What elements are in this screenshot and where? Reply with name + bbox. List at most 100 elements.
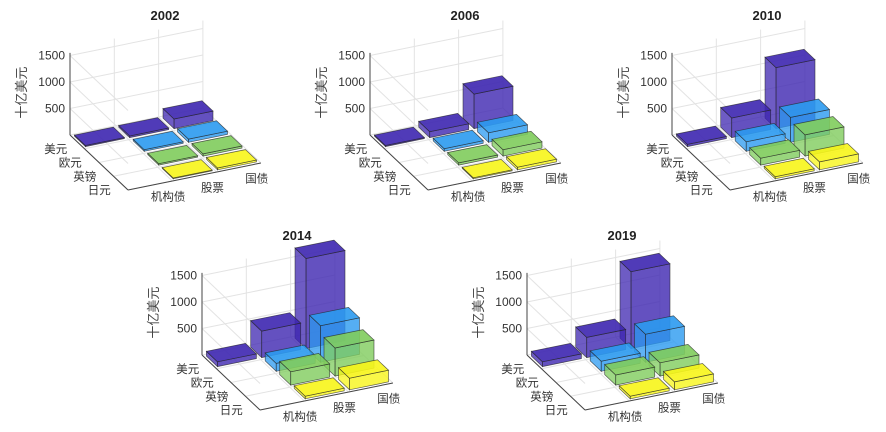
bar-美元-国债: [162, 100, 214, 130]
bar-top-face: [293, 377, 345, 397]
column-axis: [729, 162, 863, 191]
bar-日元-股票: [763, 157, 815, 180]
row-label: 欧元: [59, 156, 82, 170]
bar-top-face: [191, 135, 243, 155]
gridline: [671, 55, 731, 111]
gridline: [369, 55, 429, 111]
bar-top-face: [763, 157, 815, 178]
column-label: 机构债: [608, 410, 643, 424]
z-tick-label: 1000: [170, 295, 197, 309]
gridline: [69, 28, 203, 56]
bar-英镑-股票: [146, 145, 199, 166]
bar-top-face: [505, 148, 558, 168]
gridline: [201, 275, 261, 331]
bar-top-face: [161, 159, 213, 179]
bar-top-face: [278, 353, 331, 373]
bar-top-face: [117, 117, 170, 137]
bar-top-face: [618, 377, 670, 397]
bar-美元-机构债: [675, 125, 728, 148]
bar-top-face: [748, 139, 801, 159]
row-axis: [526, 354, 586, 411]
row-axis: [671, 134, 731, 191]
chart-title: 2019: [608, 228, 637, 243]
column-label: 机构债: [151, 190, 186, 204]
bar-top-face: [462, 75, 514, 95]
chart-title: 2014: [283, 228, 313, 243]
bar-top-face: [249, 312, 302, 332]
z-tick-label: 1000: [640, 75, 667, 89]
column-label: 国债: [702, 392, 725, 406]
bar-top-face: [633, 315, 686, 335]
chart-title: 2010: [753, 8, 782, 23]
row-label: 日元: [690, 183, 713, 197]
row-label: 美元: [176, 362, 199, 376]
row-label: 欧元: [359, 156, 382, 170]
bar-top-face: [205, 149, 258, 169]
column-axis: [427, 162, 561, 191]
column-axis: [127, 162, 261, 191]
bar-日元-股票: [461, 159, 513, 180]
bar-日元-股票: [618, 377, 670, 400]
z-tick-label: 1500: [338, 49, 365, 63]
bar-欧元-股票: [132, 130, 184, 153]
row-axis: [69, 134, 129, 191]
bar-top-face: [734, 123, 786, 143]
row-label: 欧元: [661, 156, 684, 170]
gridline: [671, 81, 731, 138]
bar-欧元-国债: [176, 120, 229, 144]
gridline: [69, 54, 203, 83]
z-axis-label: 十亿美元: [315, 67, 330, 119]
bar-日元-国债: [337, 359, 390, 391]
z-tick-label: 1500: [640, 49, 667, 63]
column-label: 股票: [333, 401, 356, 415]
column-label: 国债: [377, 392, 400, 406]
bar-top-face: [807, 143, 860, 163]
column-label: 股票: [658, 401, 681, 415]
column-axis: [259, 382, 393, 411]
bar-top-face: [603, 356, 656, 376]
bar-top-face: [308, 307, 361, 327]
bar-top-face: [294, 239, 346, 259]
row-axis: [369, 134, 429, 191]
gridline: [369, 54, 503, 83]
bar-日元-国债: [505, 148, 558, 171]
row-label: 美元: [501, 362, 524, 376]
row-label: 日元: [545, 403, 568, 417]
bar-top-face: [719, 99, 772, 119]
bar-top-face: [162, 100, 214, 120]
bar-美元-机构债: [530, 343, 583, 368]
bar-top-face: [73, 126, 126, 146]
chart-title: 2006: [451, 8, 480, 23]
bar-美元-机构债: [205, 343, 258, 368]
z-axis-label: 十亿美元: [15, 67, 30, 119]
column-label: 股票: [501, 181, 524, 195]
z-tick-label: 500: [502, 322, 522, 336]
bar-top-face: [491, 130, 543, 151]
gridline: [526, 248, 660, 276]
chart-title: 2002: [151, 8, 180, 23]
bar-英镑-股票: [278, 353, 331, 386]
bar-top-face: [146, 145, 199, 165]
bar-欧元-股票: [432, 129, 484, 153]
z-axis-label: 十亿美元: [147, 287, 162, 339]
bar-top-face: [589, 342, 641, 362]
z-tick-label: 1500: [38, 49, 65, 63]
bar-top-face: [323, 329, 375, 349]
bar-英镑-股票: [748, 139, 801, 166]
bar-英镑-股票: [446, 144, 499, 166]
bar-日元-国债: [205, 149, 258, 171]
column-label: 国债: [847, 172, 870, 186]
row-label: 美元: [344, 142, 367, 156]
z-tick-label: 1500: [495, 269, 522, 283]
row-label: 日元: [220, 403, 243, 417]
gridline: [369, 81, 429, 138]
row-label: 英镑: [73, 169, 96, 183]
bar-美元-机构债: [373, 126, 426, 148]
bar-top-face: [476, 114, 529, 134]
bar-top-face: [373, 126, 426, 146]
row-label: 美元: [646, 142, 669, 156]
gridline: [69, 55, 129, 111]
bar-美元-股票: [417, 113, 470, 139]
